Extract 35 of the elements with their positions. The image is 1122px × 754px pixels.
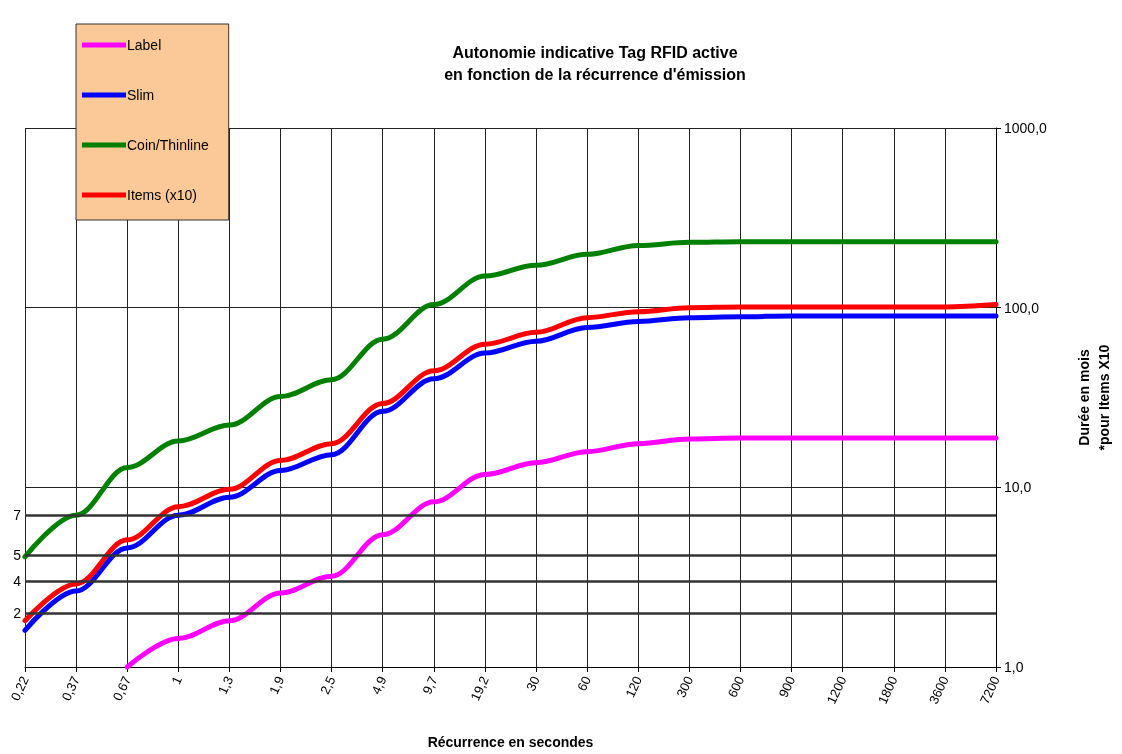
x-tick-label: 3600 xyxy=(925,673,952,707)
x-tick-label: 1,9 xyxy=(266,673,288,697)
legend-label: Slim xyxy=(127,87,155,103)
x-tick-label: 1800 xyxy=(874,673,901,707)
x-tick-label: 1 xyxy=(168,673,186,687)
text: 5 xyxy=(13,547,22,564)
x-tick-label: 4,9 xyxy=(368,673,390,697)
x-axis-title: Récurrence en secondes xyxy=(427,734,594,750)
x-tick-label: 9,7 xyxy=(419,673,441,697)
legend-label: Coin/Thinline xyxy=(127,137,209,153)
x-tick-label: 1200 xyxy=(823,673,850,707)
x-tick-label: 19,2 xyxy=(467,673,492,704)
x-tick-label: 60 xyxy=(574,673,594,694)
text: 2 xyxy=(13,604,22,621)
x-tick-label: 0,67 xyxy=(109,673,135,704)
legend-label: Label xyxy=(127,37,162,53)
legend-label: Items (x10) xyxy=(127,187,198,203)
x-tick-label: 600 xyxy=(724,673,748,700)
text: 7 xyxy=(13,507,22,524)
y-tick-label: 100,0 xyxy=(1004,299,1040,316)
x-tick-label: 1,3 xyxy=(214,673,237,697)
x-tick-label: 300 xyxy=(673,673,697,700)
x-tick-label: 0,22 xyxy=(7,673,32,704)
x-tick-label: 0,37 xyxy=(58,673,83,704)
y-tick-label: 10,0 xyxy=(1004,479,1032,496)
text: 4 xyxy=(13,573,22,590)
y-tick-label: 1,0 xyxy=(1004,659,1024,675)
x-tick-label: 2,5 xyxy=(317,673,339,697)
x-tick-label: 900 xyxy=(775,673,799,700)
x-tick-label: 7200 xyxy=(976,673,1003,707)
y-tick-label: 1000,0 xyxy=(1004,120,1048,136)
x-tick-label: 30 xyxy=(523,673,543,694)
chart-title: Autonomie indicative Tag RFID active en fonction de la récurrence d'émission xyxy=(444,43,746,83)
x-tick-label: 120 xyxy=(622,673,646,700)
y-axis-title: Durée en mois *pour Items X10 xyxy=(1076,344,1112,451)
